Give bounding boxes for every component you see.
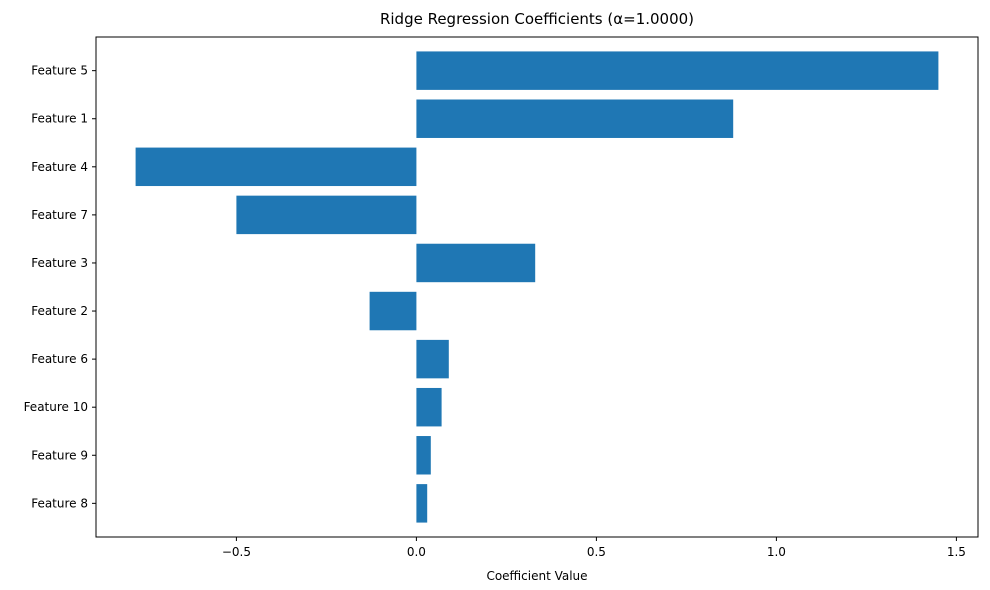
chart-title: Ridge Regression Coefficients (α=1.0000) — [380, 10, 694, 28]
bar-feature-3 — [416, 243, 536, 283]
bar-feature-8 — [416, 484, 428, 523]
bar-feature-7 — [236, 195, 417, 235]
x-tick-label: 1.5 — [947, 545, 966, 559]
bar-feature-6 — [416, 339, 449, 379]
y-tick-label: Feature 3 — [31, 256, 88, 270]
bar-feature-4 — [135, 147, 417, 187]
y-ticks-group: Feature 5 Feature 1 Feature 4 Feature 7 Feat… — [24, 64, 96, 510]
bars-group — [135, 51, 939, 523]
y-tick-label: Feature 4 — [31, 160, 88, 174]
y-tick-label: Feature 8 — [31, 496, 88, 510]
bar-feature-1 — [416, 99, 734, 138]
y-tick-label: Feature 10 — [24, 400, 88, 414]
y-tick-label: Feature 7 — [31, 208, 88, 222]
x-tick-label: 0.0 — [407, 545, 426, 559]
plot-frame — [95, 36, 979, 538]
x-tick-label: −0.5 — [222, 545, 251, 559]
bar-feature-10 — [416, 387, 442, 427]
bar-feature-9 — [416, 436, 431, 475]
bar-feature-2 — [369, 291, 417, 331]
x-axis-label: Coefficient Value — [486, 569, 587, 583]
y-tick-label: Feature 9 — [31, 448, 88, 462]
bar-feature-5 — [416, 51, 939, 90]
x-tick-label: 1.0 — [767, 545, 786, 559]
x-ticks-group: −0.5 0.0 0.5 1.0 1.5 — [222, 537, 966, 559]
y-tick-label: Feature 2 — [31, 304, 88, 318]
y-tick-label: Feature 5 — [31, 64, 88, 78]
y-tick-label: Feature 1 — [31, 112, 88, 126]
x-tick-label: 0.5 — [587, 545, 606, 559]
y-tick-label: Feature 6 — [31, 352, 88, 366]
